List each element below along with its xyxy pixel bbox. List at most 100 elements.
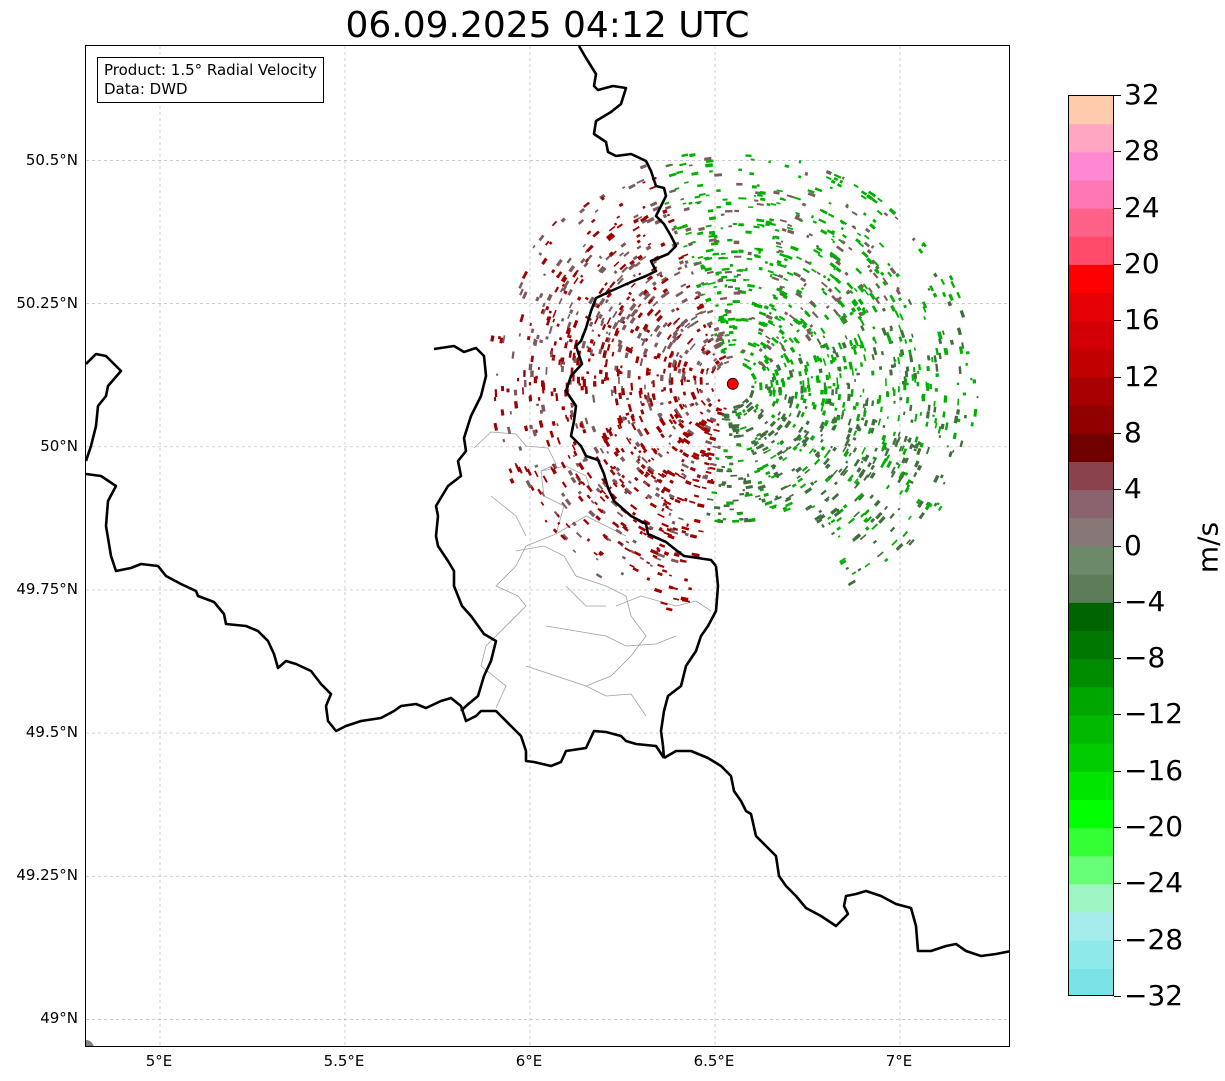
radar-echo-bin bbox=[627, 370, 631, 379]
radar-echo-bin bbox=[639, 556, 645, 561]
radar-echo-bin bbox=[635, 459, 641, 465]
radar-echo-bin bbox=[567, 454, 571, 459]
radar-echo-bin bbox=[632, 273, 636, 278]
radar-echo-bin bbox=[878, 366, 883, 371]
radar-echo-bin bbox=[745, 230, 752, 234]
radar-echo-bin bbox=[744, 398, 750, 404]
radar-echo-bin bbox=[839, 373, 842, 379]
radar-echo-bin bbox=[803, 429, 808, 434]
radar-echo-bin bbox=[831, 229, 836, 234]
radar-echo-bin bbox=[832, 240, 836, 244]
radar-echo-bin bbox=[734, 404, 741, 408]
radar-echo-bin bbox=[778, 324, 783, 329]
radar-echo-bin bbox=[530, 355, 534, 363]
radar-echo-bin bbox=[662, 486, 671, 493]
radar-echo-bin bbox=[500, 409, 505, 416]
radar-echo-bin bbox=[901, 457, 907, 464]
radar-echo-bin bbox=[723, 449, 728, 453]
radar-echo-bin bbox=[506, 426, 512, 435]
radar-echo-bin bbox=[617, 340, 623, 348]
radar-echo-bin bbox=[673, 271, 681, 277]
radar-echo-bin bbox=[859, 318, 865, 326]
radar-echo-bin bbox=[776, 442, 780, 445]
radar-echo-bin bbox=[775, 398, 780, 404]
radar-echo-bin bbox=[734, 209, 740, 213]
colorbar-tick-mark bbox=[1114, 207, 1121, 209]
radar-echo-bin bbox=[552, 354, 556, 359]
radar-echo-bin bbox=[933, 400, 936, 407]
radar-echo-bin bbox=[859, 340, 865, 349]
lon-tick-label: 6.5°E bbox=[693, 1052, 735, 1070]
radar-echo-bin bbox=[855, 480, 860, 485]
radar-echo-bin bbox=[595, 515, 602, 521]
radar-echo-bin bbox=[652, 286, 657, 291]
radar-echo-bin bbox=[693, 518, 701, 524]
radar-echo-bin bbox=[710, 478, 714, 483]
colorbar-swatch bbox=[1069, 518, 1113, 548]
radar-echo-bin bbox=[770, 439, 776, 444]
radar-echo-bin bbox=[947, 300, 953, 307]
radar-echo-bin bbox=[699, 310, 707, 315]
radar-echo-bin bbox=[584, 296, 589, 301]
radar-echo-bin bbox=[518, 333, 522, 337]
radar-echo-bin bbox=[890, 469, 895, 474]
radar-echo-bin bbox=[833, 308, 840, 317]
radar-echo-bin bbox=[726, 470, 733, 473]
radar-echo-bin bbox=[887, 271, 893, 278]
radar-echo-bin bbox=[736, 273, 741, 276]
radar-echo-bin bbox=[722, 413, 730, 418]
radar-echo-bin bbox=[586, 484, 593, 493]
radar-echo-bin bbox=[700, 264, 705, 269]
radar-echo-bin bbox=[843, 450, 850, 458]
radar-echo-bin bbox=[545, 336, 549, 340]
radar-echo-bin bbox=[616, 223, 623, 229]
radar-echo-bin bbox=[685, 411, 690, 417]
radar-echo-bin bbox=[651, 393, 656, 401]
radar-echo-bin bbox=[870, 259, 876, 265]
radar-echo-bin bbox=[936, 502, 940, 506]
radar-echo-bin bbox=[534, 470, 539, 478]
radar-echo-bin bbox=[540, 380, 545, 387]
colorbar-swatch bbox=[1069, 152, 1113, 182]
radar-echo-bin bbox=[697, 255, 704, 259]
radar-echo-bin bbox=[795, 403, 800, 409]
radar-echo-bin bbox=[672, 328, 680, 336]
radar-echo-bin bbox=[657, 563, 665, 569]
radar-site-marker[interactable] bbox=[726, 377, 739, 390]
radar-echo-bin bbox=[667, 218, 675, 224]
radar-echo-bin bbox=[632, 519, 638, 524]
radar-echo-bin bbox=[715, 457, 720, 461]
radar-echo-bin bbox=[685, 231, 692, 236]
radar-echo-bin bbox=[953, 415, 959, 424]
radar-echo-bin bbox=[776, 336, 780, 340]
radar-echo-bin bbox=[844, 271, 849, 277]
colorbar-swatch bbox=[1069, 630, 1113, 660]
radar-echo-bin bbox=[669, 479, 674, 484]
radar-map[interactable] bbox=[85, 45, 1010, 1047]
radar-echo-bin bbox=[757, 437, 762, 441]
radar-echo-bin bbox=[867, 427, 872, 435]
radar-echo-bin bbox=[719, 296, 728, 301]
radar-echo-bin bbox=[721, 465, 726, 469]
radar-echo-bin bbox=[613, 270, 618, 275]
radar-echo-bin bbox=[959, 440, 964, 448]
radar-echo-bin bbox=[852, 348, 858, 356]
radar-echo-bin bbox=[705, 439, 713, 445]
radar-echo-bin bbox=[877, 418, 882, 426]
radar-echo-bin bbox=[746, 257, 753, 261]
radar-echo-bin bbox=[602, 350, 608, 359]
radar-echo-bin bbox=[532, 244, 536, 249]
radar-echo-bin bbox=[566, 340, 569, 345]
radar-echo-bin bbox=[574, 269, 579, 276]
radar-echo-bin bbox=[897, 386, 900, 393]
radar-echo-bin bbox=[666, 334, 672, 341]
radar-echo-bin bbox=[714, 173, 723, 177]
radar-echo-bin bbox=[726, 501, 734, 505]
radar-echo-bin bbox=[773, 389, 776, 397]
radar-echo-bin bbox=[791, 483, 797, 488]
radar-echo-bin bbox=[703, 256, 710, 260]
radar-echo-bin bbox=[579, 422, 583, 426]
radar-echo-bin bbox=[661, 507, 665, 512]
radar-echo-bin bbox=[676, 170, 684, 175]
radar-echo-bin bbox=[508, 468, 513, 474]
